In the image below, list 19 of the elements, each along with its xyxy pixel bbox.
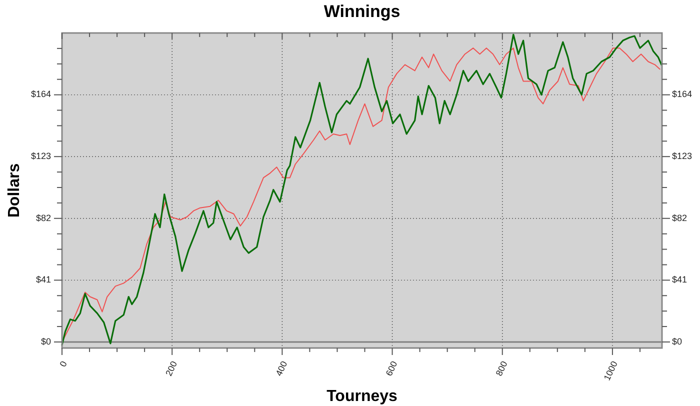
y-tick-label: $123 bbox=[30, 150, 51, 161]
x-tick-label: 200 bbox=[164, 360, 180, 378]
x-tick-label: 1000 bbox=[602, 360, 620, 382]
x-tick-label: 800 bbox=[494, 360, 510, 378]
y2-tick-label: $123 bbox=[672, 150, 692, 161]
x-tick-label: 0 bbox=[58, 360, 69, 368]
x-tick-label: 400 bbox=[274, 360, 290, 378]
y2-tick-label: $0 bbox=[672, 336, 682, 346]
y2-tick-label: $82 bbox=[672, 212, 688, 223]
y-tick-label: $82 bbox=[36, 212, 51, 223]
x-tick-label: 600 bbox=[384, 360, 400, 378]
y-tick-label: $0 bbox=[40, 336, 51, 346]
y-tick-label: $164 bbox=[30, 89, 51, 100]
x-axis-title: Tourneys bbox=[326, 388, 398, 405]
y2-tick-label: $41 bbox=[672, 274, 688, 285]
y-axis-title: Dollars bbox=[6, 163, 23, 218]
y-tick-label: $41 bbox=[36, 274, 51, 285]
chart-title: Winnings bbox=[324, 2, 400, 21]
y2-tick-label: $164 bbox=[672, 89, 692, 100]
